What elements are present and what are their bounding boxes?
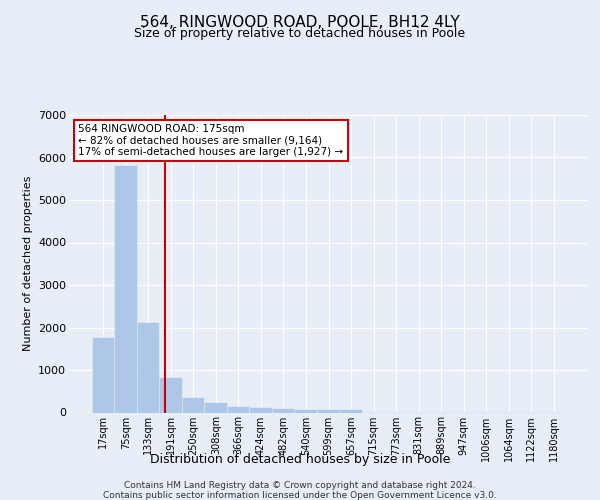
Bar: [295, 410, 317, 412]
Text: 564 RINGWOOD ROAD: 175sqm
← 82% of detached houses are smaller (9,164)
17% of se: 564 RINGWOOD ROAD: 175sqm ← 82% of detac…: [79, 124, 343, 157]
Bar: [340, 410, 362, 412]
Bar: [273, 410, 294, 412]
Bar: [228, 408, 249, 412]
Bar: [250, 408, 272, 412]
Bar: [115, 166, 137, 412]
Bar: [160, 378, 182, 412]
Text: 564, RINGWOOD ROAD, POOLE, BH12 4LY: 564, RINGWOOD ROAD, POOLE, BH12 4LY: [140, 15, 460, 30]
Bar: [205, 403, 227, 412]
Bar: [137, 324, 159, 412]
Text: Size of property relative to detached houses in Poole: Size of property relative to detached ho…: [134, 28, 466, 40]
Text: Contains public sector information licensed under the Open Government Licence v3: Contains public sector information licen…: [103, 491, 497, 500]
Bar: [318, 410, 339, 412]
Text: Contains HM Land Registry data © Crown copyright and database right 2024.: Contains HM Land Registry data © Crown c…: [124, 481, 476, 490]
Text: Distribution of detached houses by size in Poole: Distribution of detached houses by size …: [150, 452, 450, 466]
Bar: [182, 398, 204, 412]
Bar: [92, 338, 114, 412]
Y-axis label: Number of detached properties: Number of detached properties: [23, 176, 32, 352]
